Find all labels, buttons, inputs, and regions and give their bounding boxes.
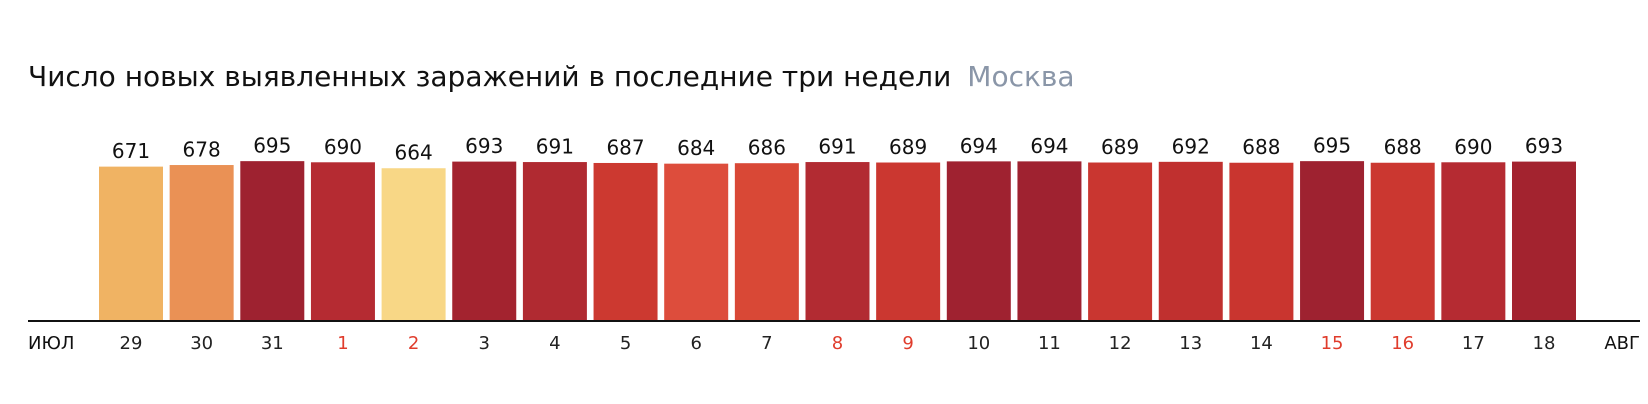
x-tick-label: 12 [1109, 333, 1132, 354]
x-tick-label: 2 [408, 333, 419, 354]
bar [734, 163, 799, 320]
value-label: 694 [1030, 134, 1068, 158]
value-label: 695 [253, 134, 291, 158]
x-tick-label: 5 [620, 333, 631, 354]
bar [1512, 161, 1576, 320]
value-label: 684 [677, 136, 715, 160]
bar [169, 165, 234, 320]
value-label: 678 [183, 138, 221, 162]
x-tick-label: 4 [549, 333, 560, 354]
title: Число новых выявленных заражений в после… [28, 60, 951, 93]
bar [1370, 162, 1435, 320]
value-label: 694 [960, 134, 998, 158]
value-label: 689 [889, 135, 927, 159]
bar [1088, 162, 1153, 320]
x-tick-label: 11 [1038, 333, 1061, 354]
value-label: 692 [1172, 134, 1210, 158]
bar [522, 162, 587, 320]
value-label: 693 [465, 134, 503, 158]
x-tick-label: 17 [1462, 333, 1485, 354]
axis-end-label: АВГ [1604, 333, 1640, 354]
value-label: 671 [112, 139, 150, 163]
value-label: 693 [1525, 134, 1563, 158]
value-label: 690 [1454, 135, 1492, 159]
value-label: 691 [536, 135, 574, 159]
x-tick-label: 6 [690, 333, 701, 354]
x-tick-label: 3 [479, 333, 490, 354]
x-tick-label: 30 [190, 333, 213, 354]
bar [99, 166, 163, 320]
value-label: 695 [1313, 134, 1351, 158]
axis-start-label: ИЮЛ [28, 333, 74, 354]
x-tick-label: 14 [1250, 333, 1273, 354]
bar [1017, 161, 1082, 320]
bar [946, 161, 1011, 320]
bar [1158, 161, 1223, 320]
bar [1229, 162, 1294, 320]
bar [452, 161, 517, 320]
x-tick-label: 18 [1533, 333, 1556, 354]
value-label: 687 [606, 135, 644, 159]
bar [310, 162, 375, 320]
subtitle: Москва [967, 60, 1074, 93]
chart-title: Число новых выявленных заражений в после… [28, 60, 1075, 93]
bar [876, 162, 941, 320]
value-label: 688 [1384, 135, 1422, 159]
value-label: 690 [324, 135, 362, 159]
x-tick-label: 9 [902, 333, 913, 354]
x-tick-label: 8 [832, 333, 843, 354]
value-label: 689 [1101, 135, 1139, 159]
x-tick-label: 31 [261, 333, 284, 354]
bar [1300, 161, 1365, 320]
bar [1441, 162, 1506, 320]
x-tick-label: 7 [761, 333, 772, 354]
bar [664, 163, 729, 320]
bar [593, 162, 658, 320]
x-tick-label: 13 [1179, 333, 1202, 354]
bar [240, 161, 305, 320]
x-tick-label: 10 [967, 333, 990, 354]
value-label: 664 [395, 141, 433, 165]
x-tick-label: 16 [1391, 333, 1414, 354]
value-label: 688 [1242, 135, 1280, 159]
bar [805, 162, 870, 320]
bar [381, 168, 446, 320]
x-tick-label: 1 [337, 333, 348, 354]
value-label: 691 [818, 135, 856, 159]
value-label: 686 [748, 136, 786, 160]
x-tick-label: 29 [120, 333, 143, 354]
x-tick-label: 15 [1321, 333, 1344, 354]
